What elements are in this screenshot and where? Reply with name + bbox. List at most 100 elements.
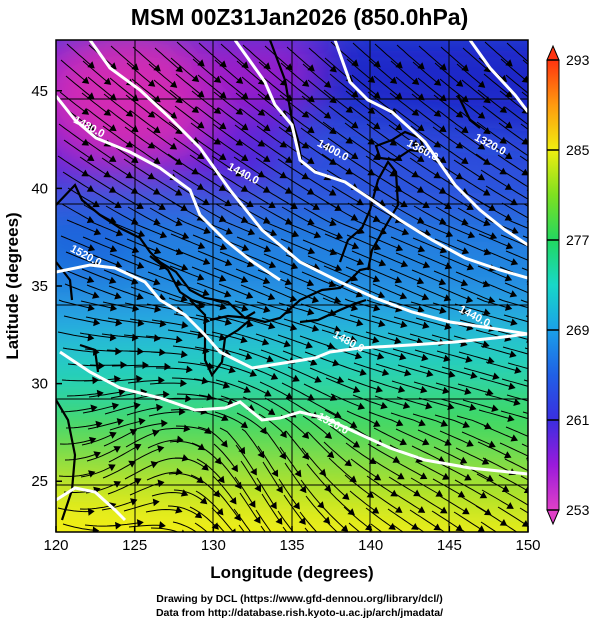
streamline: [322, 121, 353, 144]
streamline: [302, 63, 331, 88]
streamline: [198, 394, 234, 406]
streamline: [301, 447, 326, 476]
streamline: [174, 105, 204, 129]
streamline: [434, 414, 470, 428]
streamline: [192, 234, 227, 250]
streamline: [299, 335, 335, 349]
streamline: [62, 523, 99, 532]
streamline: [520, 299, 528, 303]
streamline: [212, 123, 243, 146]
streamline: [476, 473, 509, 492]
streamline-arrow: [87, 507, 95, 516]
streamline: [153, 427, 190, 433]
streamline-arrow: [461, 95, 469, 103]
streamline-arrow: [433, 140, 442, 148]
streamline-arrow: [326, 450, 335, 459]
streamline: [125, 270, 160, 285]
streamline: [368, 59, 397, 84]
streamline: [195, 490, 224, 516]
streamline-arrow: [194, 511, 203, 519]
streamline-arrow: [329, 219, 337, 227]
streamline-arrow: [469, 403, 477, 412]
streamline: [215, 379, 251, 393]
streamline-arrow: [203, 226, 211, 235]
streamline-arrow: [318, 468, 327, 477]
streamline: [255, 509, 272, 532]
streamline: [373, 427, 407, 445]
streamline: [396, 396, 432, 408]
streamline: [172, 521, 198, 532]
streamline: [505, 74, 528, 94]
streamline: [235, 92, 265, 116]
streamline: [59, 438, 96, 445]
streamline-arrow: [372, 153, 381, 161]
streamline-arrow: [375, 385, 383, 393]
streamline: [171, 377, 208, 383]
streamline: [477, 441, 511, 458]
streamline: [438, 286, 473, 302]
streamline: [151, 143, 182, 165]
streamline: [456, 415, 491, 429]
streamline-arrow: [531, 385, 537, 391]
streamline: [503, 314, 528, 323]
streamline: [233, 332, 269, 345]
streamline-arrow: [372, 336, 380, 344]
streamline-arrow: [318, 534, 324, 540]
streamline: [519, 155, 528, 163]
streamline: [475, 153, 507, 175]
streamline-arrow: [103, 108, 112, 116]
streamline: [372, 459, 405, 480]
streamline: [149, 207, 182, 226]
streamline-arrow: [213, 137, 221, 145]
streamline-arrow: [262, 277, 271, 285]
streamline: [373, 75, 403, 100]
streamline-arrow: [521, 137, 528, 145]
streamline-arrow: [154, 305, 162, 313]
streamline: [102, 461, 136, 479]
streamline: [305, 143, 336, 165]
streamline: [300, 127, 331, 150]
streamline: [394, 460, 427, 479]
streamline-arrow: [486, 388, 494, 397]
streamline: [326, 521, 338, 532]
colorbar-tick-label: 269: [566, 322, 590, 338]
streamline-arrow: [250, 468, 257, 476]
streamline: [147, 95, 177, 119]
streamline-arrow: [504, 152, 513, 160]
streamline: [128, 174, 160, 195]
streamline: [479, 201, 512, 221]
streamline: [308, 399, 341, 418]
streamline: [331, 185, 364, 206]
streamline: [108, 285, 144, 299]
streamline: [497, 506, 528, 527]
streamline: [67, 187, 100, 207]
streamline-arrow: [421, 353, 429, 362]
colorbar: 253 261 269 277 285 293: [546, 44, 590, 526]
streamline-arrow: [157, 479, 165, 488]
streamline-arrow: [421, 438, 430, 446]
streamline: [415, 493, 447, 514]
streamline: [479, 377, 515, 389]
streamline: [218, 283, 253, 298]
streamline: [287, 190, 320, 210]
streamline: [352, 218, 387, 234]
streamline: [454, 479, 487, 499]
streamline-arrow: [491, 404, 499, 413]
streamline-arrow: [222, 381, 231, 389]
streamline-arrow: [235, 138, 244, 146]
streamline: [440, 46, 469, 72]
streamline-arrow: [504, 121, 513, 129]
streamline-arrow: [311, 295, 320, 304]
streamline: [58, 299, 95, 310]
streamline-arrow: [359, 368, 367, 376]
streamline-arrow: [245, 352, 253, 360]
streamline-arrow: [305, 341, 313, 349]
streamline: [369, 379, 405, 392]
streamline: [347, 202, 380, 222]
streamline-arrow: [136, 292, 144, 301]
streamline-arrow: [307, 126, 315, 134]
streamline: [285, 78, 315, 103]
streamline-arrow: [291, 230, 300, 238]
streamline: [61, 203, 94, 223]
streamline-arrow: [158, 376, 165, 385]
